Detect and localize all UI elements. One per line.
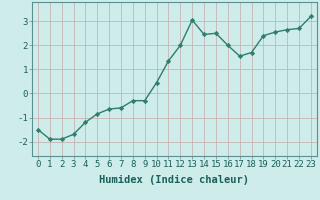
- X-axis label: Humidex (Indice chaleur): Humidex (Indice chaleur): [100, 175, 249, 185]
